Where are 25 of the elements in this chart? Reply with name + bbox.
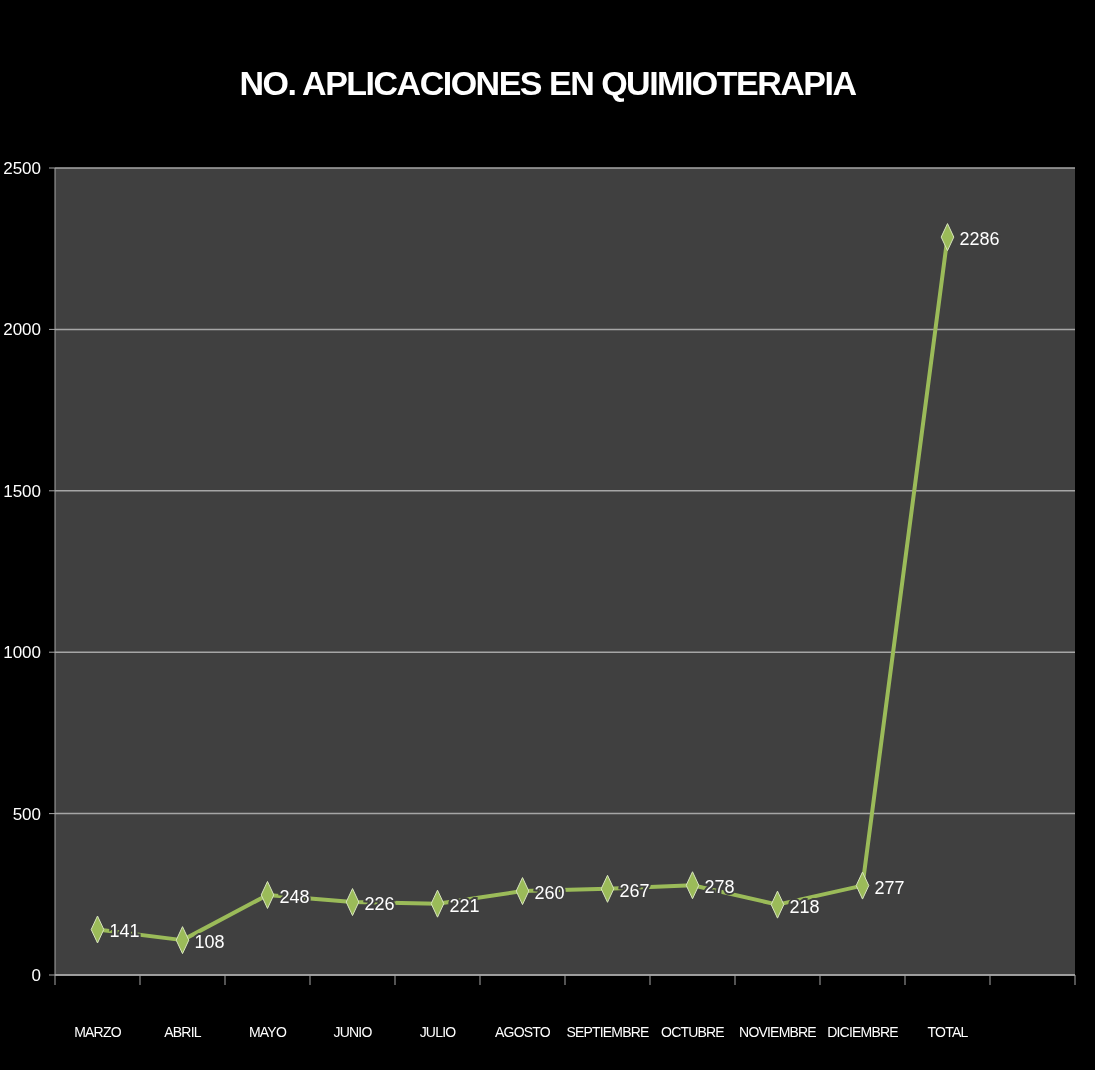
data-label: 248 — [279, 886, 310, 907]
x-tick-label: MARZO — [74, 1024, 122, 1040]
x-tick-label: DICIEMBRE — [827, 1024, 899, 1040]
data-label: 226 — [364, 894, 395, 915]
x-tick-label: JUNIO — [333, 1024, 373, 1040]
y-tick-label: 0 — [31, 966, 41, 985]
y-tick-label: 1000 — [3, 643, 41, 663]
data-label: 2286 — [959, 229, 1000, 250]
data-label: 108 — [194, 932, 225, 953]
x-tick-label: NOVIEMBRE — [739, 1024, 817, 1040]
data-label: 277 — [874, 877, 905, 898]
x-tick-label: JULIO — [419, 1024, 457, 1040]
data-label: 221 — [449, 895, 480, 916]
x-tick-label: MAYO — [249, 1024, 287, 1040]
y-tick-label: 1500 — [3, 481, 41, 501]
x-tick-label: ABRIL — [164, 1024, 202, 1040]
x-tick-label: TOTAL — [927, 1024, 969, 1040]
y-tick-label: 2500 — [3, 159, 41, 178]
y-tick-label: 500 — [12, 804, 41, 824]
x-tick-label: OCTUBRE — [661, 1024, 725, 1040]
chart-title: NO. APLICACIONES EN QUIMIOTERAPIA — [239, 64, 857, 102]
x-tick-label: AGOSTO — [495, 1024, 551, 1040]
y-tick-label: 2000 — [3, 320, 41, 340]
x-tick-label: SEPTIEMBRE — [566, 1024, 650, 1040]
data-label: 218 — [789, 896, 820, 917]
